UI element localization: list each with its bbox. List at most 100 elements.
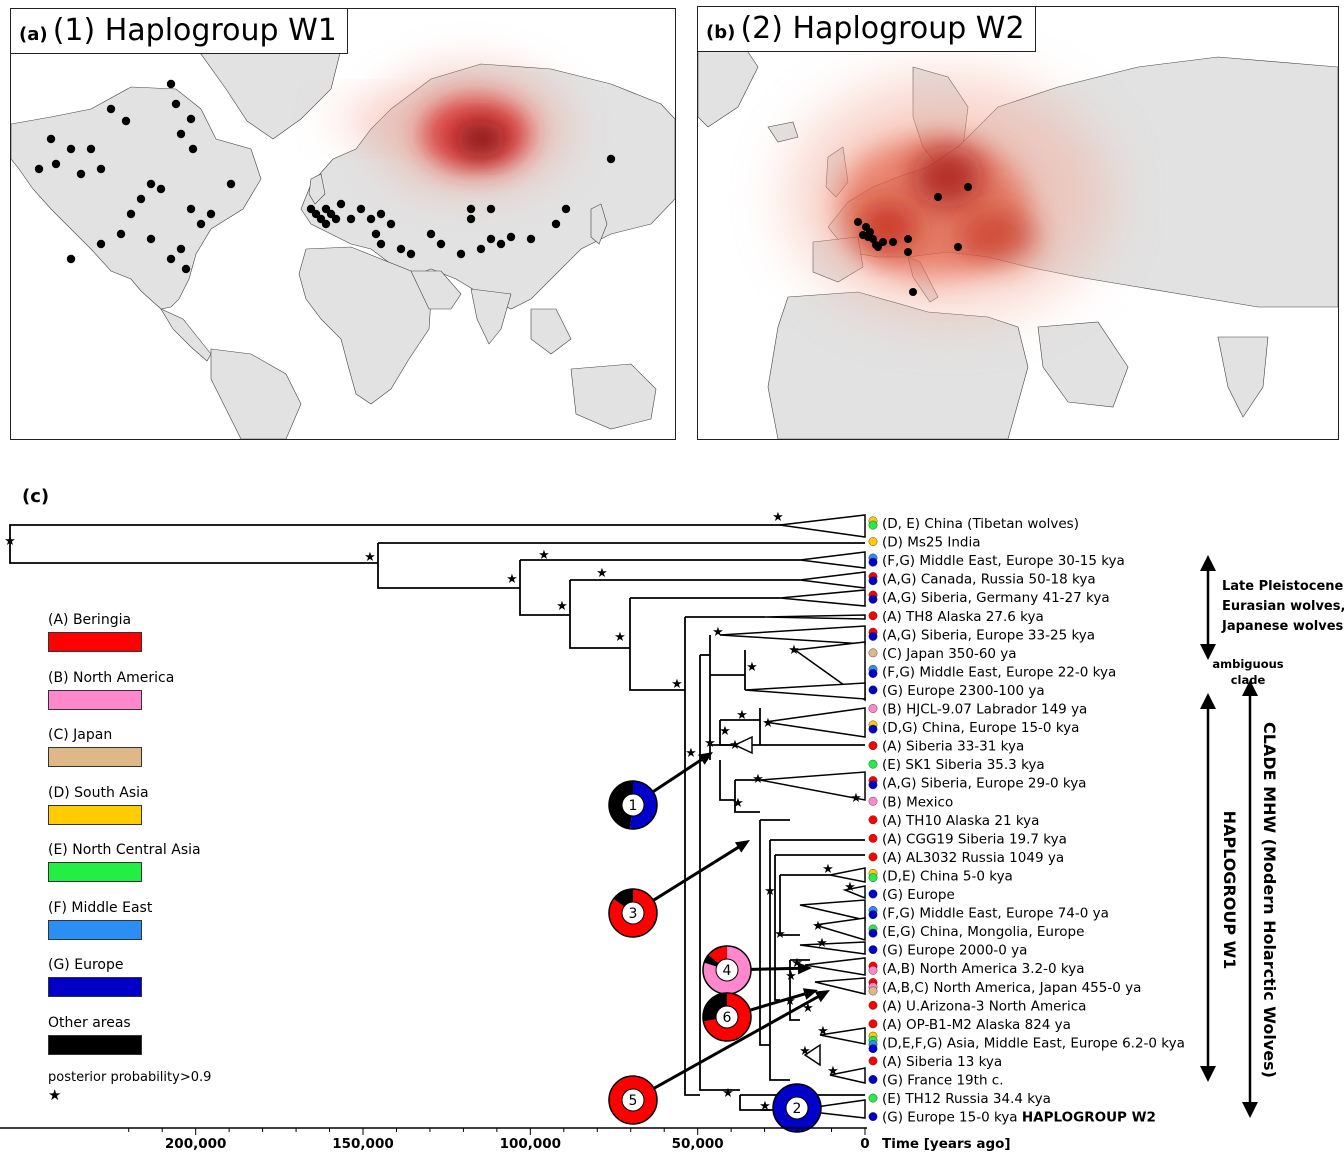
tip-label: (A) OP-B1-M2 Alaska 824 ya (882, 1017, 1071, 1033)
tip-label: (G) Europe (882, 887, 955, 903)
sample-point (356, 204, 366, 214)
tip-region-dot (868, 1112, 878, 1121)
legend-swatch-other (48, 1034, 142, 1055)
tip-region-dot (868, 780, 878, 790)
tree-branches (9, 524, 865, 1111)
posterior-stars: ★★★ ★★ ★★★★★★★★★★★★★★★ ★★★★★★★★★★ ★★★★★★ (4, 510, 862, 1114)
india-shape (1217, 336, 1269, 418)
sample-point (171, 99, 181, 109)
posterior-star-icon: ★ (812, 919, 824, 934)
pie-number: 3 (629, 906, 638, 922)
sample-point (156, 184, 166, 194)
sample-point (854, 218, 862, 226)
posterior-star-icon: ★ (556, 599, 568, 614)
japan-shape (590, 203, 608, 245)
tip-region-dot (868, 1044, 878, 1054)
map-panel-w2: (b) (2) Haplogroup W2 (697, 6, 1339, 440)
collapsed-clade-triangle (814, 977, 866, 995)
tip-label: (G) Europe 2300-100 ya (882, 683, 1045, 699)
tip-label: (A) U.Arizona-3 North America (882, 998, 1086, 1014)
legend-swatch-E (48, 862, 142, 882)
time-axis: 200,000 150,000 100,000 50,000 0 Time [years … (0, 1127, 1011, 1152)
arrow-head (1200, 693, 1216, 709)
sample-point (476, 244, 486, 254)
sample-point (336, 199, 346, 209)
sample-point (188, 144, 198, 154)
posterior-star-icon: ★ (614, 630, 626, 645)
arrow-head (734, 840, 750, 853)
sample-point (66, 144, 76, 154)
tip-label: (A) TH8 Alaska 27.6 kya (882, 609, 1044, 625)
sample-point (106, 104, 116, 114)
tip-region-dot (868, 685, 878, 695)
posterior-star-icon: ★ (596, 566, 608, 581)
sample-point (176, 244, 186, 254)
legend-swatch-G (48, 977, 142, 997)
tip-label: (D,E) China 5-0 kya (882, 868, 1013, 884)
posterior-star-icon: ★ (4, 534, 16, 549)
sample-point (606, 154, 616, 164)
tip-region-dot (868, 796, 878, 806)
tip-region-dot (868, 1093, 878, 1103)
tip-region-dot (868, 704, 878, 713)
phylogenetic-tree: ★★★ ★★ ★★★★★★★★★★★★★★★ ★★★★★★★★★★ ★★★★★★ (D,… (0, 510, 1344, 1152)
tip-label: (C) Japan 350-60 ya (882, 646, 1017, 662)
axis-tick-label: 150,000 (332, 1136, 394, 1152)
uk-shape (308, 173, 326, 205)
tip-label: (D) Ms25 India (882, 535, 981, 551)
sample-point (506, 232, 516, 242)
tip-label: (G) France 19th c. (882, 1073, 1004, 1089)
panel-a-heading: (1) Haplogroup W1 (52, 13, 337, 48)
tip-label: (B) Mexico (882, 794, 953, 810)
tip-region-dot (868, 1019, 878, 1029)
sample-point (486, 234, 496, 244)
pie-arrow (750, 966, 803, 971)
australia-shape (570, 363, 657, 430)
posterior-star-icon: ★ (788, 643, 800, 658)
pie-outline (608, 780, 658, 830)
tip-label: (A) Siberia 13 kya (882, 1054, 1002, 1070)
sample-point (551, 219, 561, 229)
sample-point (526, 234, 536, 244)
tree-branch (774, 855, 780, 1001)
density-heatmap (331, 69, 566, 189)
sample-point (859, 231, 867, 239)
tip-region-dot (868, 611, 878, 621)
tip-label: (B) HJCL-9.07 Labrador 149 ya (882, 702, 1087, 718)
arrow-head (698, 752, 713, 765)
collapsed-clade-triangle (842, 885, 866, 900)
central-america-shape (160, 308, 212, 362)
ambiguous-clade-label: clade (1231, 673, 1266, 687)
pie-number: 1 (629, 798, 638, 814)
pie-slice (609, 781, 633, 829)
tip-region-dot (868, 631, 878, 641)
tip-label-suffix: HAPLOGROUP W2 (1022, 1110, 1156, 1126)
legend-label-other: Other areas (48, 1014, 131, 1031)
map-panel-w1: (a) (1) Haplogroup W1 (10, 8, 676, 440)
sample-points-w2 (854, 183, 972, 296)
tip-label: (A) TH10 Alaska 21 kya (882, 813, 1039, 829)
posterior-star-icon: ★ (762, 716, 774, 731)
india-shape (470, 288, 512, 345)
ambiguous-clade-label: ambiguous (1212, 657, 1283, 671)
sample-point (146, 179, 156, 189)
sample-point (116, 229, 126, 239)
posterior-star-icon: ★ (822, 862, 834, 877)
posterior-star-icon: ★ (784, 994, 796, 1009)
posterior-star-icon: ★ (736, 708, 748, 723)
south-america-shape (210, 348, 302, 439)
ancestral-pies: 1 2 3 4 5 6 (608, 752, 830, 1133)
tip-region-dot (868, 965, 878, 975)
tree-branch (719, 720, 735, 746)
sample-point (86, 144, 96, 154)
tree-branch (629, 598, 685, 691)
panel-c-label: (c) (22, 486, 50, 507)
sample-point (66, 254, 76, 264)
africa-shape (298, 246, 432, 405)
posterior-star-icon: ★ (827, 1064, 839, 1079)
sample-point (96, 164, 106, 174)
posterior-star-icon: ★ (722, 1086, 734, 1101)
posterior-star-icon: ★ (732, 796, 744, 811)
tree-branch (719, 760, 735, 801)
sample-point (904, 235, 912, 243)
